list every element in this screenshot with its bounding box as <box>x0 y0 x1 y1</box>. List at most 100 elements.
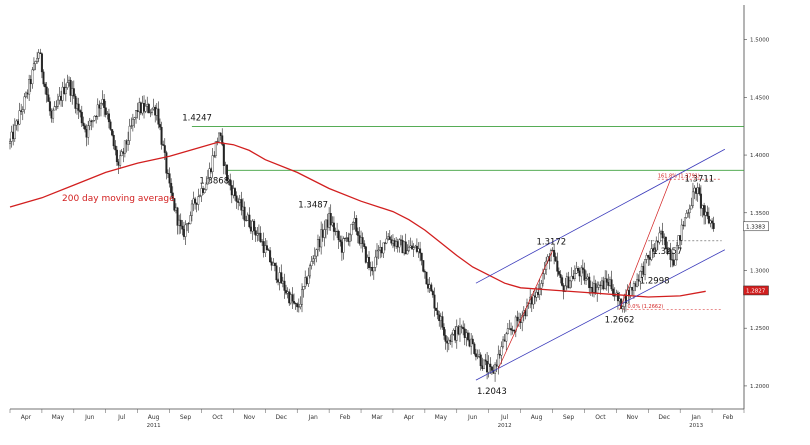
candle-body <box>226 164 229 182</box>
candle-body <box>342 238 345 253</box>
candle-body <box>355 218 358 232</box>
candle-body <box>219 132 222 136</box>
candle-body <box>368 257 371 268</box>
candle-body <box>329 213 332 226</box>
candle-body <box>596 287 599 294</box>
x-tick-label: Oct <box>595 414 606 421</box>
candle-body <box>316 239 319 250</box>
y-tick-label: 1.4000 <box>750 153 770 159</box>
candle-body <box>594 283 597 294</box>
candle-body <box>382 242 385 254</box>
candle-body <box>616 292 619 302</box>
candle-body <box>20 110 23 112</box>
candle-body <box>139 102 142 114</box>
candle-body <box>321 229 324 238</box>
price-tag-box <box>743 285 769 296</box>
candle-body <box>457 326 460 335</box>
x-tick-label: Mar <box>371 414 383 421</box>
candle-body <box>151 108 154 113</box>
candle-body <box>16 120 19 125</box>
candle-body <box>530 296 533 305</box>
candle-body <box>334 231 337 233</box>
candle-body <box>147 104 150 113</box>
trend-channel-line <box>475 148 726 284</box>
candle-body <box>93 115 96 121</box>
candle-body <box>636 279 639 287</box>
candle-body <box>411 245 414 250</box>
candle-body <box>68 79 71 83</box>
candle-body <box>251 220 254 232</box>
candle-body <box>415 245 418 252</box>
candle-body <box>559 274 562 278</box>
candle-body <box>572 275 575 279</box>
candle-body <box>441 316 444 328</box>
candle-body <box>672 259 675 266</box>
candle-body <box>363 243 366 247</box>
candle-body <box>535 292 538 298</box>
candle-body <box>224 164 227 166</box>
candle-body <box>171 192 174 199</box>
x-tick-label: Dec <box>658 414 670 421</box>
candle-body <box>690 205 693 210</box>
candle-body <box>176 207 179 226</box>
candle-body <box>478 354 481 357</box>
candle-body <box>693 187 696 193</box>
candle-body <box>454 329 457 341</box>
candle-body <box>463 328 466 338</box>
candle-body <box>149 112 152 114</box>
candle-body <box>340 241 343 253</box>
candle-body <box>313 255 316 260</box>
candle-body <box>505 333 508 342</box>
candle-body <box>361 237 364 244</box>
candle-body <box>399 239 402 241</box>
candle-body <box>439 316 442 322</box>
candle-body <box>323 229 326 238</box>
candle-body <box>632 283 635 291</box>
candle-body <box>206 178 209 185</box>
candle-body <box>12 131 15 140</box>
candle-body <box>332 222 335 232</box>
candle-body <box>299 304 302 307</box>
candle-body <box>95 115 98 117</box>
candle-body <box>275 265 278 281</box>
candle-body <box>106 113 109 115</box>
candle-body <box>567 276 570 288</box>
candle-body <box>577 268 580 272</box>
candle-body <box>119 155 122 166</box>
candle-body <box>40 53 43 73</box>
fibonacci-label: 0.0% (1.2662) <box>628 304 664 310</box>
candle-body <box>216 140 219 142</box>
candle-body <box>61 86 64 101</box>
candle-body <box>152 106 155 110</box>
candle-body <box>146 104 149 107</box>
candle-body <box>438 314 441 322</box>
candle-body <box>449 339 452 342</box>
candle-body <box>195 202 198 205</box>
candle-body <box>663 236 666 239</box>
x-tick-label: Feb <box>340 414 351 421</box>
trend-channel-line <box>475 249 726 381</box>
candle-body <box>283 280 286 291</box>
x-tick-label: Jan <box>691 414 701 421</box>
candle-body <box>305 277 308 284</box>
candle-body <box>444 335 447 342</box>
candle-body <box>570 275 573 282</box>
candle-body <box>511 329 514 331</box>
candle-body <box>297 306 300 308</box>
candle-body <box>675 245 678 261</box>
candle-body <box>123 140 126 154</box>
candle-body <box>645 255 648 260</box>
candle-body <box>489 363 492 368</box>
candle-body <box>280 272 283 284</box>
candle-body <box>364 246 367 263</box>
candle-body <box>213 155 216 157</box>
y-tick-label: 1.2000 <box>750 384 770 390</box>
candle-body <box>621 306 624 309</box>
x-tick-label: Nov <box>243 414 255 421</box>
x-tick-label: Apr <box>21 414 32 421</box>
candle-body <box>482 359 485 369</box>
candle-body <box>243 206 246 221</box>
candle-body <box>613 295 616 297</box>
candle-body <box>96 104 99 117</box>
candle-body <box>104 107 107 115</box>
